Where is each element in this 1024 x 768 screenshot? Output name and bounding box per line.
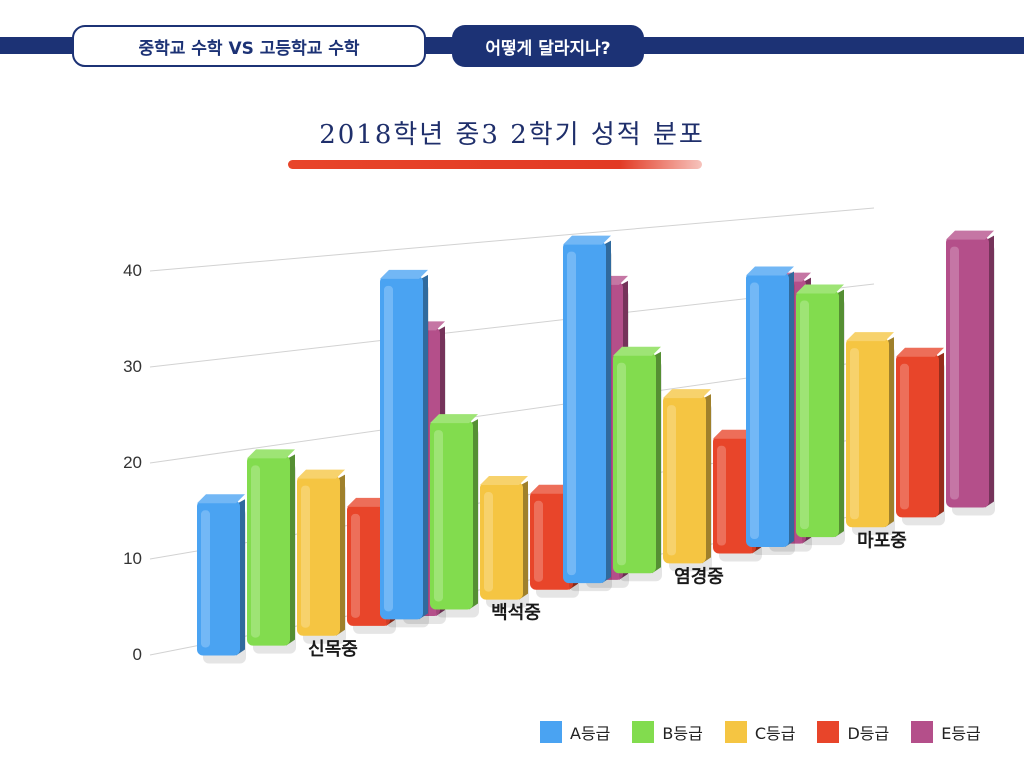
category-label: 염경중 xyxy=(674,567,724,588)
legend-label-b: B등급 xyxy=(662,724,703,743)
bar-c-4 xyxy=(846,332,895,536)
legend-item-c: C등급 xyxy=(724,720,796,744)
legend-swatch-d xyxy=(817,721,840,743)
bar-top xyxy=(663,389,711,399)
bar-top xyxy=(430,414,478,424)
bar-top xyxy=(380,269,428,279)
bar-top xyxy=(563,235,611,245)
bar-highlight xyxy=(534,500,543,582)
y-axis-ticks: 0 10 20 30 40 xyxy=(123,261,142,664)
bar-highlight xyxy=(900,363,909,510)
y-tick-label: 40 xyxy=(123,261,142,280)
legend-label-a: A등급 xyxy=(570,724,611,743)
bar-top xyxy=(846,332,894,342)
bar-c-2 xyxy=(480,476,529,608)
bar-c-3 xyxy=(663,389,712,572)
legend-swatch-b xyxy=(632,721,655,743)
legend: A등급 B등급 C등급 D등급 E등급 xyxy=(540,720,1003,744)
bar-a-1 xyxy=(197,494,246,664)
bar-a-2 xyxy=(380,269,429,628)
bar-top xyxy=(613,346,661,356)
category-labels: 신목중 백석중 염경중 마포중 xyxy=(308,530,907,659)
bar-b-2 xyxy=(430,414,479,618)
legend-label-e: E등급 xyxy=(941,724,981,743)
legend-item-a: A등급 xyxy=(540,720,610,744)
bar-highlight xyxy=(800,300,809,530)
bar-top xyxy=(896,347,944,357)
bar-highlight xyxy=(717,445,726,546)
bar-top xyxy=(946,230,994,240)
bar-a-4 xyxy=(746,266,795,556)
legend-swatch-e xyxy=(911,721,934,743)
category-label: 마포중 xyxy=(857,530,907,551)
bar-highlight xyxy=(384,285,393,612)
gridline-40 xyxy=(149,207,875,272)
bar-top xyxy=(796,284,844,294)
bars xyxy=(197,230,995,664)
title-underline xyxy=(288,160,702,169)
y-tick-label: 0 xyxy=(133,645,142,664)
y-tick-label: 20 xyxy=(123,453,142,472)
bar-top xyxy=(746,266,794,276)
bar-b-4 xyxy=(796,284,845,546)
y-tick-label: 10 xyxy=(123,549,142,568)
category-label: 신목중 xyxy=(308,639,358,660)
bar-b-3 xyxy=(613,346,662,582)
legend-label-c: C등급 xyxy=(754,724,796,743)
bar-highlight xyxy=(950,246,959,500)
bar-highlight xyxy=(567,251,576,576)
y-tick-label: 30 xyxy=(123,357,142,376)
bar-a-3 xyxy=(563,235,612,592)
legend-item-d: D등급 xyxy=(817,720,889,744)
bar-d-4 xyxy=(896,347,945,526)
bar-e-4 xyxy=(946,230,995,516)
chart-title: 2018학년 중3 2학기 성적 분포 xyxy=(319,120,705,150)
bar-highlight xyxy=(201,510,210,648)
bar-highlight xyxy=(617,362,626,566)
bar-top xyxy=(297,469,345,479)
legend-swatch-c xyxy=(724,721,747,743)
bar-highlight xyxy=(351,513,360,618)
legend-item-b: B등급 xyxy=(632,720,703,744)
bar-highlight xyxy=(434,430,443,602)
legend-swatch-a xyxy=(540,721,562,743)
bar-top xyxy=(247,449,295,459)
bar-highlight xyxy=(750,282,759,540)
tab-middle-vs-high-math[interactable]: 중학교 수학 VS 고등학교 수학 xyxy=(72,25,426,67)
bar-b-1 xyxy=(247,449,296,654)
legend-item-e: E등급 xyxy=(911,720,981,744)
bar-highlight xyxy=(484,492,493,592)
bar-highlight xyxy=(850,348,859,520)
bar-c-1 xyxy=(297,469,346,644)
legend-label-d: D등급 xyxy=(847,724,890,743)
bar-highlight xyxy=(251,465,260,638)
bar-top xyxy=(197,494,245,504)
bar-top xyxy=(480,476,528,486)
tab-how-it-changes[interactable]: 어떻게 달라지나? xyxy=(452,25,644,67)
category-label: 백석중 xyxy=(491,603,541,624)
bar-highlight xyxy=(301,485,310,628)
bar-highlight xyxy=(667,405,676,556)
